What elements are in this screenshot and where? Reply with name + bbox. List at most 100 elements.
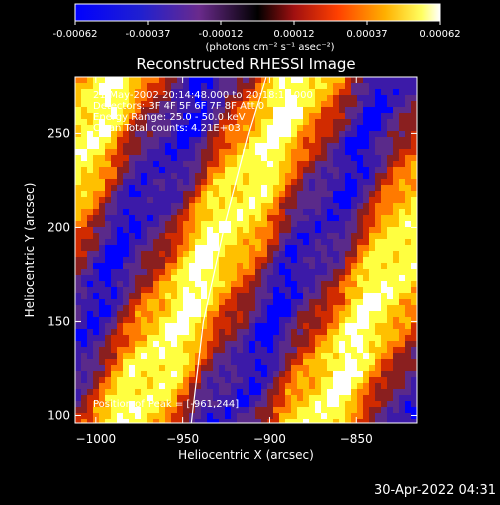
heatmap-cell [123, 365, 130, 372]
heatmap-cell [273, 419, 280, 423]
heatmap-cell [351, 95, 358, 102]
heatmap-cell [339, 299, 346, 306]
heatmap-cell [129, 389, 136, 396]
heatmap-cell [261, 269, 268, 276]
heatmap-cell [363, 395, 370, 402]
heatmap-cell [297, 89, 304, 96]
heatmap-cell [207, 101, 214, 108]
heatmap-cell [219, 245, 226, 252]
heatmap-cell [351, 419, 358, 423]
heatmap-cell [285, 335, 292, 342]
heatmap-cell [81, 113, 88, 120]
heatmap-cell [309, 305, 316, 312]
heatmap-cell [243, 371, 250, 378]
heatmap-cell [111, 407, 118, 414]
heatmap-cell [231, 221, 238, 228]
heatmap-cell [393, 341, 400, 348]
heatmap-cell [339, 365, 346, 372]
heatmap-cell [75, 179, 82, 186]
heatmap-cell [345, 143, 352, 150]
heatmap-cell [411, 419, 417, 423]
heatmap-cell [189, 221, 196, 228]
heatmap-cell [387, 143, 394, 150]
heatmap-cell [117, 413, 124, 420]
heatmap-cell [153, 401, 160, 408]
heatmap-cell [393, 203, 400, 210]
heatmap-cell [351, 281, 358, 288]
heatmap-cell [201, 191, 208, 198]
heatmap-cell [147, 269, 154, 276]
heatmap-cell [129, 245, 136, 252]
heatmap-cell [219, 221, 226, 228]
heatmap-cell [243, 293, 250, 300]
heatmap-cell [195, 203, 202, 210]
heatmap-cell [297, 287, 304, 294]
heatmap-cell [159, 419, 166, 423]
heatmap-cell [135, 149, 142, 156]
heatmap-cell [381, 347, 388, 354]
heatmap-cell [105, 203, 112, 210]
heatmap-cell [237, 347, 244, 354]
colorbar-tick-label-5: 0.00062 [419, 29, 460, 40]
heatmap-cell [321, 329, 328, 336]
heatmap-cell [195, 209, 202, 216]
heatmap-cell [177, 335, 184, 342]
heatmap-cell [243, 161, 250, 168]
heatmap-cell [195, 179, 202, 186]
heatmap-cell [369, 407, 376, 414]
heatmap-cell [195, 281, 202, 288]
heatmap-cell [363, 167, 370, 174]
heatmap-cell [399, 401, 406, 408]
heatmap-cell [117, 299, 124, 306]
heatmap-cell [231, 137, 238, 144]
heatmap-cell [369, 413, 376, 420]
heatmap-cell [315, 407, 322, 414]
heatmap-cell [363, 263, 370, 270]
heatmap-cell [159, 209, 166, 216]
heatmap-cell [381, 281, 388, 288]
heatmap-cell [105, 311, 112, 318]
heatmap-cell [219, 311, 226, 318]
heatmap-cell [219, 89, 226, 96]
heatmap-cell [399, 83, 406, 90]
heatmap-cell [123, 359, 130, 366]
heatmap-cell [273, 287, 280, 294]
heatmap-cell [135, 257, 142, 264]
heatmap-cell [345, 221, 352, 228]
heatmap-cell [381, 359, 388, 366]
heatmap-cell [273, 167, 280, 174]
heatmap-cell [261, 323, 268, 330]
heatmap-cell [87, 335, 94, 342]
heatmap-cell [93, 383, 100, 390]
heatmap-cell [129, 227, 136, 234]
heatmap-cell [147, 395, 154, 402]
heatmap-cell [159, 155, 166, 162]
heatmap-cell [411, 341, 417, 348]
heatmap-cell [237, 185, 244, 192]
heatmap-cell [87, 263, 94, 270]
heatmap-cell [111, 209, 118, 216]
heatmap-cell [117, 407, 124, 414]
heatmap-cell [75, 245, 82, 252]
heatmap-cell [243, 173, 250, 180]
heatmap-cell [183, 119, 190, 126]
heatmap-cell [291, 185, 298, 192]
heatmap-cell [87, 299, 94, 306]
heatmap-cell [357, 113, 364, 120]
heatmap-cell [201, 221, 208, 228]
heatmap-cell [381, 371, 388, 378]
heatmap-cell [321, 191, 328, 198]
heatmap-cell [357, 263, 364, 270]
heatmap-cell [141, 137, 148, 144]
heatmap-cell [165, 125, 172, 132]
heatmap-cell [81, 419, 88, 423]
heatmap-cell [171, 245, 178, 252]
heatmap-cell [399, 323, 406, 330]
heatmap-cell [399, 251, 406, 258]
heatmap-cell [309, 203, 316, 210]
heatmap-cell [105, 413, 112, 420]
heatmap-cell [135, 293, 142, 300]
heatmap-cell [249, 317, 256, 324]
heatmap-cell [279, 293, 286, 300]
heatmap-cell [219, 239, 226, 246]
